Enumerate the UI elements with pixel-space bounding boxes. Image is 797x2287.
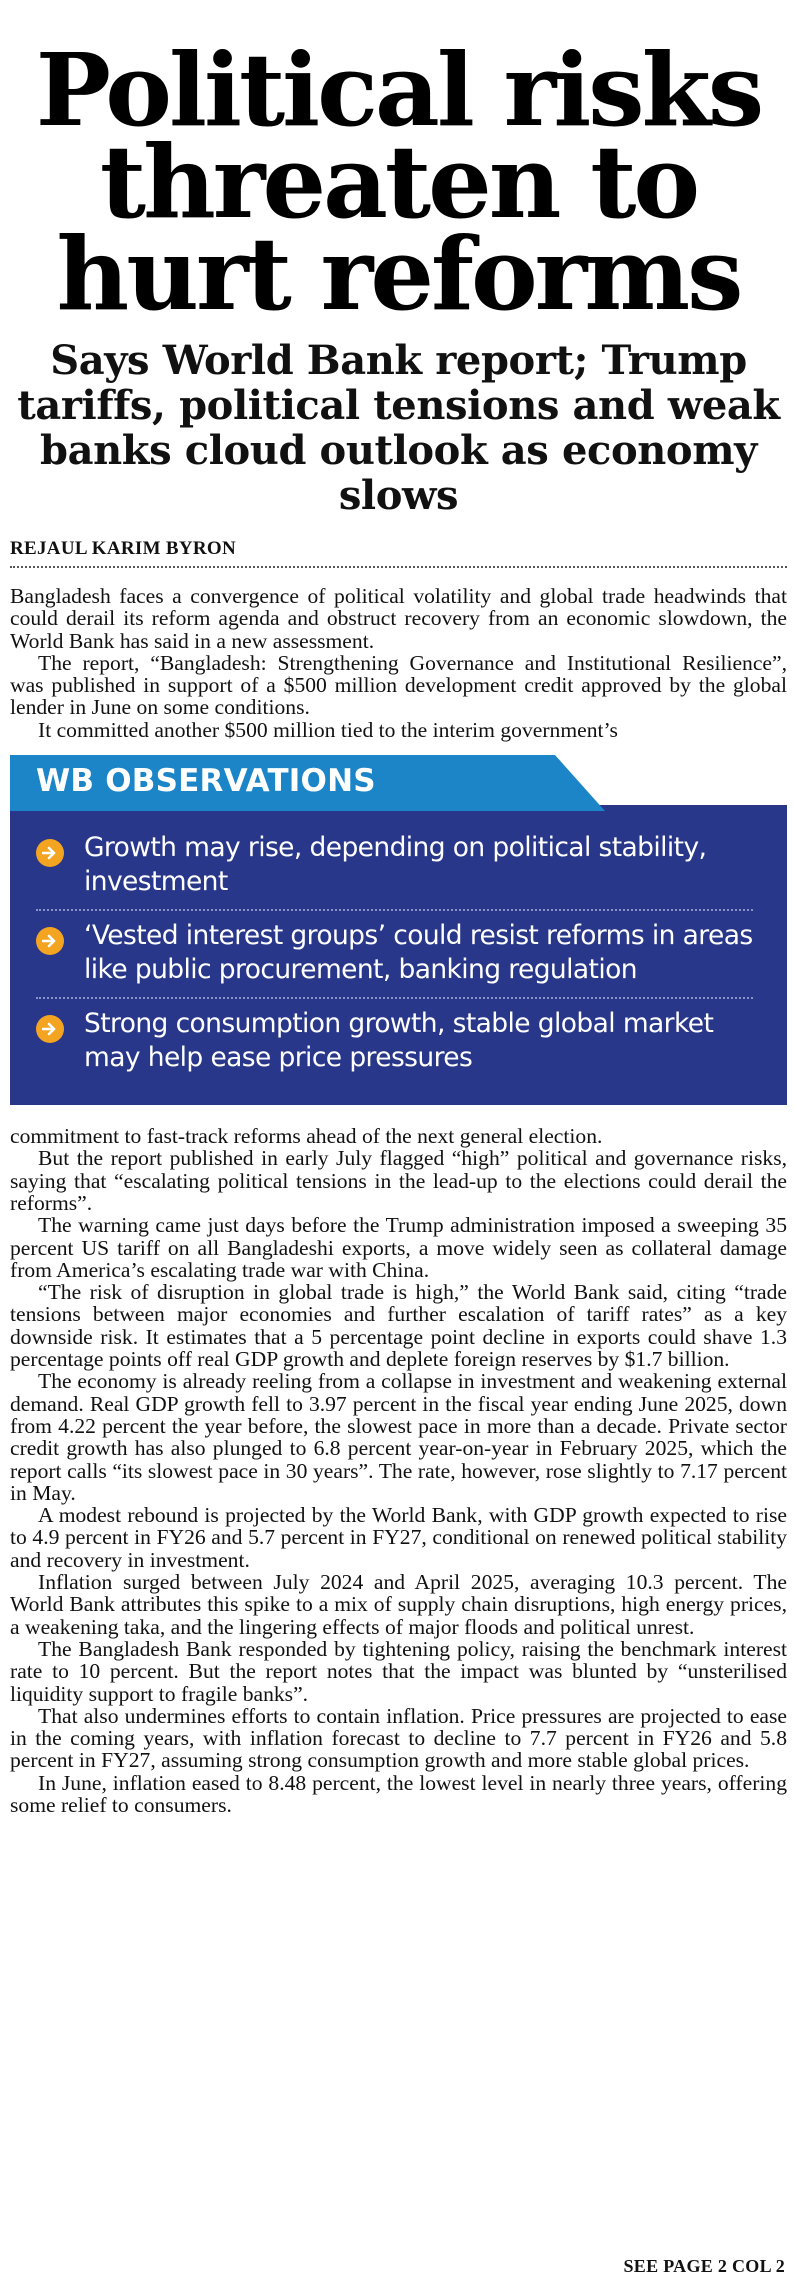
observation-text: ‘Vested interest groups’ could resist re… [84, 920, 753, 986]
observations-panel: Growth may rise, depending on political … [10, 805, 787, 1106]
paragraph: In June, inflation eased to 8.48 percent… [10, 1770, 787, 1817]
paragraph: The economy is already reeling from a co… [10, 1369, 787, 1505]
arrow-right-circle-icon [36, 1015, 64, 1044]
paragraph: The warning came just days before the Tr… [10, 1213, 787, 1282]
observations-title: WB OBSERVATIONS [36, 763, 376, 800]
article-intro: Bangladesh faces a convergence of politi… [10, 585, 787, 741]
observation-item: Growth may rise, depending on political … [36, 823, 753, 909]
paragraph: It committed another $500 million tied t… [38, 717, 618, 742]
observations-box: WB OBSERVATIONS Growth may rise, dependi… [10, 755, 787, 1106]
paragraph: Bangladesh faces a convergence of politi… [10, 584, 787, 653]
paragraph: Inflation surged between July 2024 and A… [10, 1570, 787, 1639]
headline: Political risks threaten to hurt reforms [35, 31, 764, 333]
observation-text: Strong consumption growth, stable global… [84, 1008, 714, 1074]
subheadline: Says World Bank report; Trump tariffs, p… [17, 337, 780, 519]
arrow-right-circle-icon [36, 839, 64, 868]
paragraph: That also undermines efforts to contain … [10, 1703, 787, 1773]
paragraph: commitment to fast-track reforms ahead o… [10, 1124, 603, 1149]
tab-shape [10, 755, 605, 812]
observation-text: Growth may rise, depending on political … [84, 832, 707, 898]
arrow-right-circle-icon [36, 927, 64, 956]
paragraph: The Bangladesh Bank responded by tighten… [10, 1636, 787, 1706]
article-continued: commitment to fast-track reforms ahead o… [10, 1125, 787, 1816]
paragraph: But the report published in early July f… [10, 1146, 787, 1215]
jump-line: SEE PAGE 2 COL 2 [623, 2256, 785, 2276]
byline: REJAUL KARIM BYRON [10, 538, 787, 568]
paragraph: “The risk of disruption in global trade … [10, 1280, 787, 1372]
observations-tab: WB OBSERVATIONS [10, 755, 605, 812]
paragraph: A modest rebound is projected by the Wor… [10, 1503, 787, 1572]
paragraph: The report, “Bangladesh: Strengthening G… [10, 650, 787, 720]
observation-item: ‘Vested interest groups’ could resist re… [36, 909, 753, 997]
observation-item: Strong consumption growth, stable global… [36, 997, 753, 1085]
